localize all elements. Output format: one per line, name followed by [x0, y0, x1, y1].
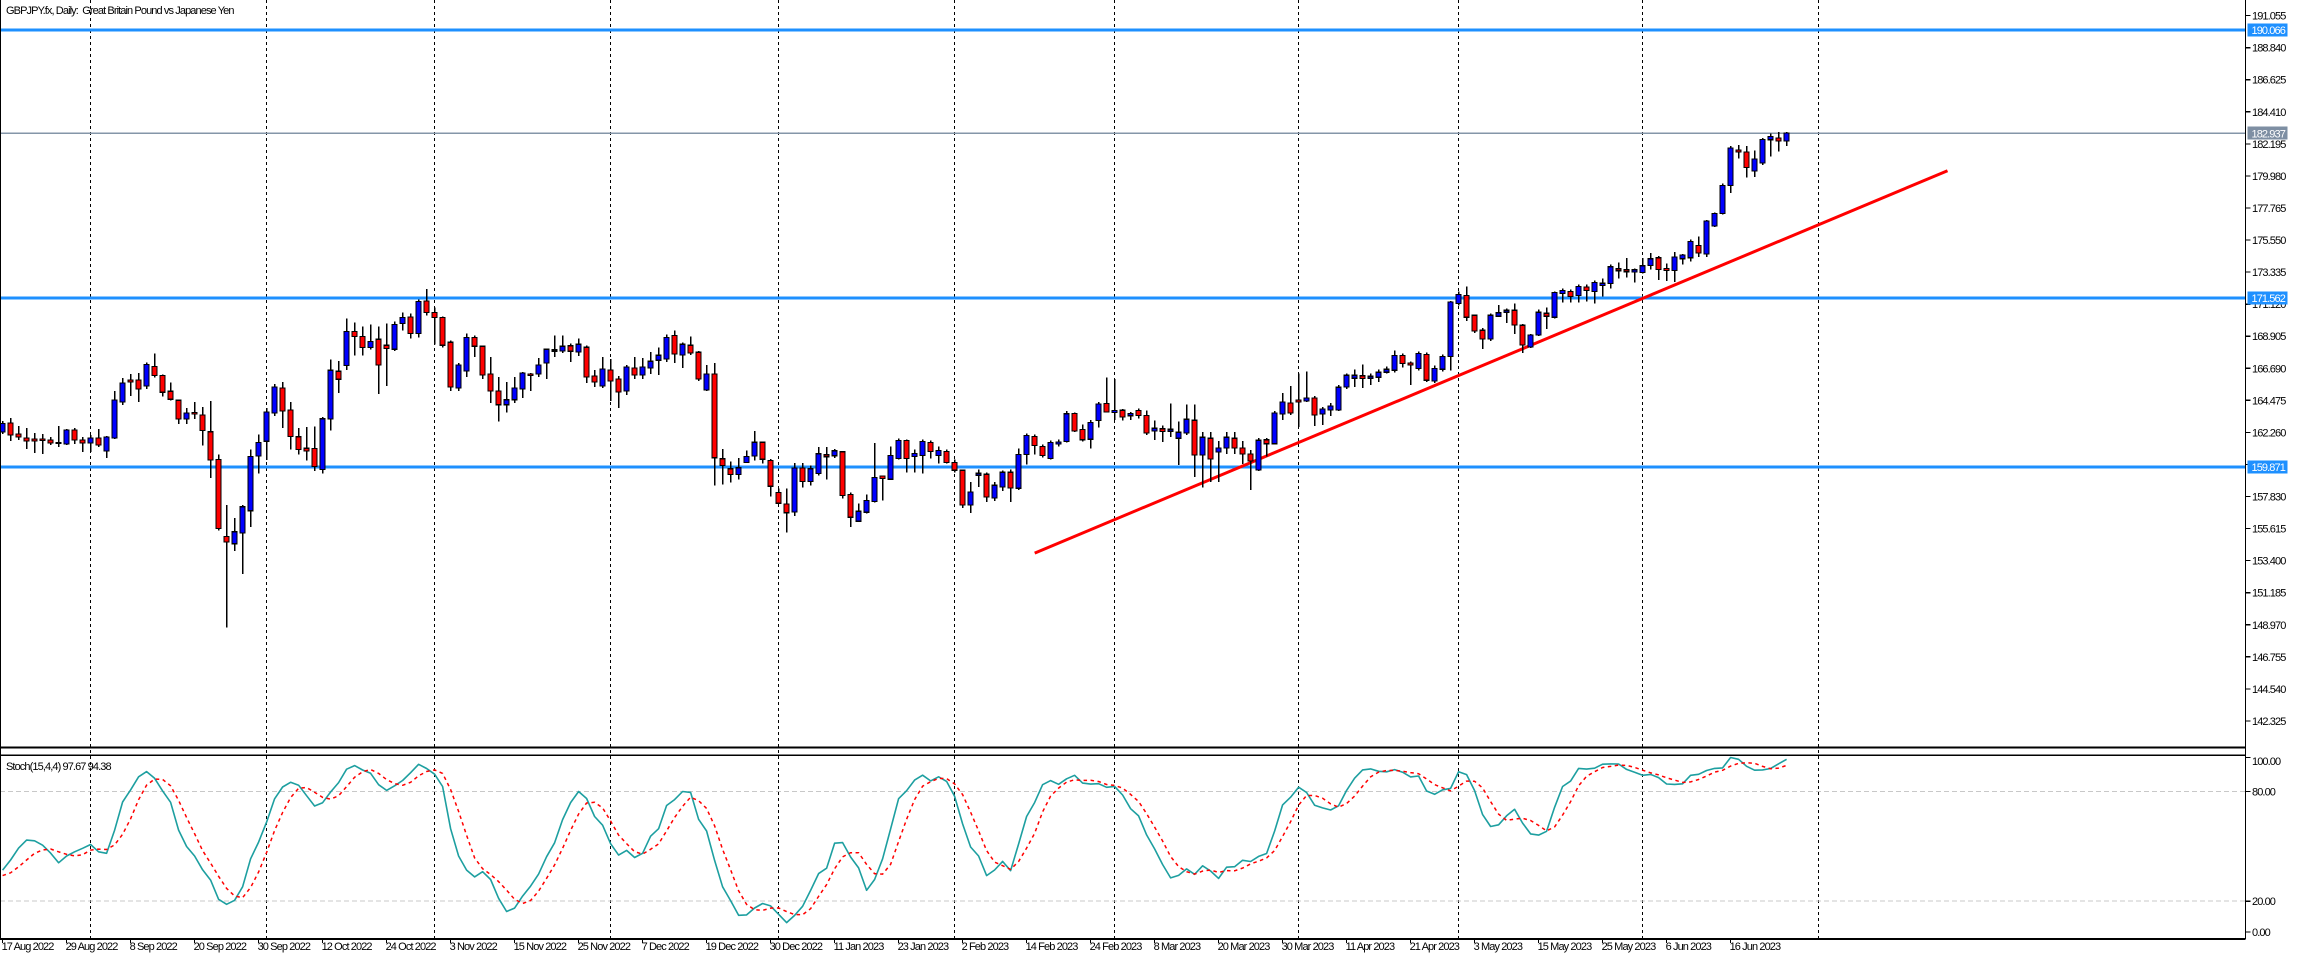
svg-text:15 May 2023: 15 May 2023 — [1538, 941, 1592, 953]
svg-text:24 Oct 2022: 24 Oct 2022 — [386, 941, 437, 953]
svg-text:20 Mar 2023: 20 Mar 2023 — [1218, 941, 1271, 953]
svg-text:2 Feb 2023: 2 Feb 2023 — [962, 941, 1009, 953]
svg-text:GBPJPY.fx, Daily: Great Brita: GBPJPY.fx, Daily: Great Britain Pound vs… — [6, 5, 234, 17]
svg-text:8 Mar 2023: 8 Mar 2023 — [1154, 941, 1201, 953]
svg-text:190.066: 190.066 — [2252, 25, 2286, 37]
svg-text:0.00: 0.00 — [2252, 927, 2271, 939]
svg-text:8 Sep 2022: 8 Sep 2022 — [130, 941, 178, 953]
svg-text:25 Nov 2022: 25 Nov 2022 — [578, 941, 631, 953]
svg-text:12 Oct 2022: 12 Oct 2022 — [322, 941, 373, 953]
svg-text:19 Dec 2022: 19 Dec 2022 — [706, 941, 759, 953]
svg-text:164.475: 164.475 — [2252, 395, 2286, 407]
svg-text:17 Aug 2022: 17 Aug 2022 — [2, 941, 55, 953]
svg-text:148.970: 148.970 — [2252, 620, 2286, 632]
svg-text:157.830: 157.830 — [2252, 492, 2286, 504]
svg-text:144.540: 144.540 — [2252, 684, 2286, 696]
svg-text:184.410: 184.410 — [2252, 107, 2286, 119]
svg-text:153.400: 153.400 — [2252, 556, 2286, 568]
svg-text:24 Feb 2023: 24 Feb 2023 — [1090, 941, 1143, 953]
svg-text:16 Jun 2023: 16 Jun 2023 — [1730, 941, 1781, 953]
svg-text:146.755: 146.755 — [2252, 652, 2286, 664]
svg-text:173.335: 173.335 — [2252, 267, 2286, 279]
svg-text:159.871: 159.871 — [2252, 462, 2286, 474]
svg-text:177.765: 177.765 — [2252, 203, 2286, 215]
svg-text:182.937: 182.937 — [2252, 128, 2286, 140]
svg-text:29 Aug 2022: 29 Aug 2022 — [66, 941, 119, 953]
svg-text:100.00: 100.00 — [2252, 756, 2281, 768]
svg-text:11 Apr 2023: 11 Apr 2023 — [1346, 941, 1395, 953]
svg-text:30 Sep 2022: 30 Sep 2022 — [258, 941, 311, 953]
svg-text:3 May 2023: 3 May 2023 — [1474, 941, 1523, 953]
svg-text:151.185: 151.185 — [2252, 588, 2286, 600]
svg-text:162.260: 162.260 — [2252, 427, 2286, 439]
svg-text:186.625: 186.625 — [2252, 75, 2286, 87]
svg-text:155.615: 155.615 — [2252, 524, 2286, 536]
svg-text:171.562: 171.562 — [2252, 293, 2286, 305]
svg-text:142.325: 142.325 — [2252, 716, 2286, 728]
svg-text:168.905: 168.905 — [2252, 331, 2286, 343]
svg-text:11 Jan 2023: 11 Jan 2023 — [834, 941, 885, 953]
svg-text:23 Jan 2023: 23 Jan 2023 — [898, 941, 949, 953]
svg-text:179.980: 179.980 — [2252, 171, 2286, 183]
svg-text:191.055: 191.055 — [2252, 11, 2286, 23]
svg-text:30 Mar 2023: 30 Mar 2023 — [1282, 941, 1335, 953]
svg-text:6 Jun 2023: 6 Jun 2023 — [1666, 941, 1712, 953]
svg-text:20.00: 20.00 — [2252, 896, 2276, 908]
svg-text:166.690: 166.690 — [2252, 363, 2286, 375]
svg-text:Stoch(15,4,4) 97.67 94.38: Stoch(15,4,4) 97.67 94.38 — [6, 761, 111, 773]
svg-text:3 Nov 2022: 3 Nov 2022 — [450, 941, 498, 953]
svg-text:188.840: 188.840 — [2252, 43, 2286, 55]
svg-text:21 Apr 2023: 21 Apr 2023 — [1410, 941, 1460, 953]
svg-text:25 May 2023: 25 May 2023 — [1602, 941, 1656, 953]
svg-text:15 Nov 2022: 15 Nov 2022 — [514, 941, 567, 953]
svg-text:20 Sep 2022: 20 Sep 2022 — [194, 941, 247, 953]
svg-text:175.550: 175.550 — [2252, 235, 2286, 247]
svg-text:80.00: 80.00 — [2252, 786, 2276, 798]
svg-text:14 Feb 2023: 14 Feb 2023 — [1026, 941, 1079, 953]
svg-text:182.195: 182.195 — [2252, 139, 2286, 151]
svg-text:30 Dec 2022: 30 Dec 2022 — [770, 941, 823, 953]
svg-text:7 Dec 2022: 7 Dec 2022 — [642, 941, 690, 953]
